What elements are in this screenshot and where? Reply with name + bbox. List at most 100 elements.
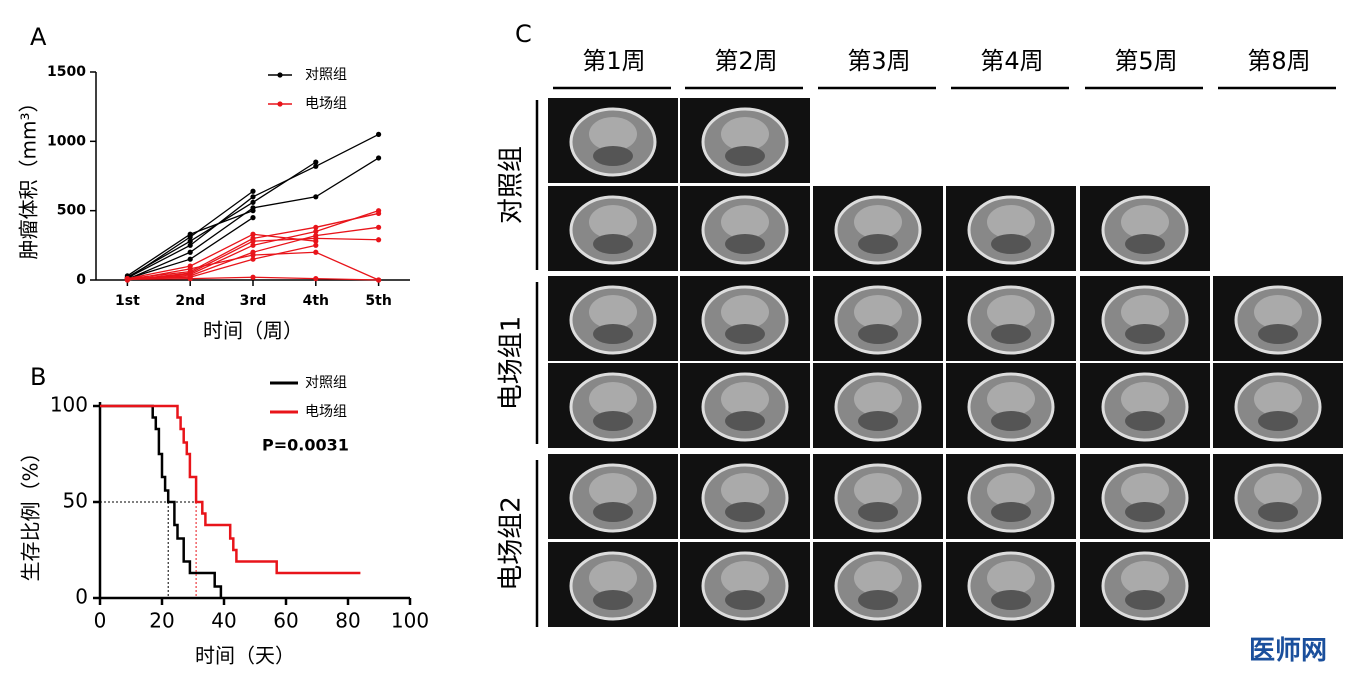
column-header: 第2周 xyxy=(714,47,777,75)
row-group-label: 电场组1 xyxy=(497,316,527,411)
data-point xyxy=(313,228,319,235)
mri-lower xyxy=(725,324,765,344)
mri-brain xyxy=(721,561,769,595)
mri-lower xyxy=(1125,502,1165,522)
data-point xyxy=(376,210,382,217)
x-tick-label: 60 xyxy=(273,609,298,633)
mri-brain xyxy=(721,205,769,239)
data-point xyxy=(187,270,193,276)
mri-lower xyxy=(593,590,633,610)
data-point xyxy=(250,274,256,280)
panel-label: B xyxy=(30,363,46,391)
x-tick-label: 4th xyxy=(303,293,329,309)
x-tick-label: 100 xyxy=(391,609,429,633)
mri-brain xyxy=(987,382,1035,416)
mri-brain xyxy=(854,382,902,416)
mri-brain xyxy=(1121,473,1169,507)
mri-brain xyxy=(1121,382,1169,416)
mri-lower xyxy=(725,146,765,166)
legend-label: 对照组 xyxy=(305,375,347,391)
x-tick-label: 1st xyxy=(115,293,140,309)
data-point xyxy=(250,199,256,205)
mri-lower xyxy=(991,234,1031,254)
mri-brain xyxy=(987,473,1035,507)
mri-lower xyxy=(858,502,898,522)
mri-lower xyxy=(991,590,1031,610)
data-point xyxy=(187,263,193,269)
mri-lower xyxy=(1125,234,1165,254)
mri-brain xyxy=(987,205,1035,239)
legend-label: 电场组 xyxy=(305,96,347,112)
series-line xyxy=(127,244,316,280)
x-axis-label: 时间（天） xyxy=(195,644,295,668)
column-header: 第3周 xyxy=(847,47,910,75)
data-point xyxy=(250,231,256,237)
data-point xyxy=(250,215,256,221)
mri-brain xyxy=(1121,295,1169,329)
y-tick-label: 0 xyxy=(75,585,88,609)
mri-brain xyxy=(589,205,637,239)
mri-brain xyxy=(854,473,902,507)
mri-lower xyxy=(858,590,898,610)
column-header: 第1周 xyxy=(582,47,645,75)
data-point xyxy=(313,249,319,255)
x-tick-label: 2nd xyxy=(175,293,205,309)
mri-brain xyxy=(1254,382,1302,416)
data-point xyxy=(376,131,382,137)
mri-brain xyxy=(721,117,769,151)
mri-brain xyxy=(589,295,637,329)
data-point xyxy=(376,237,382,243)
mri-lower xyxy=(593,234,633,254)
y-axis-label: 肿瘤体积（mm³） xyxy=(17,93,41,260)
y-tick-label: 500 xyxy=(57,203,86,219)
legend-marker xyxy=(277,101,283,107)
mri-brain xyxy=(721,382,769,416)
y-tick-label: 0 xyxy=(76,272,86,288)
column-header: 第4周 xyxy=(980,47,1043,75)
mri-lower xyxy=(858,411,898,431)
x-axis-label: 时间（周） xyxy=(203,319,303,343)
data-point xyxy=(250,194,256,200)
data-point xyxy=(250,238,256,244)
mri-brain xyxy=(987,295,1035,329)
y-tick-label: 1500 xyxy=(47,64,86,80)
mri-brain xyxy=(1121,205,1169,239)
column-header: 第8周 xyxy=(1247,47,1310,75)
mri-lower xyxy=(1258,411,1298,431)
annotation: P=0.0031 xyxy=(262,436,349,455)
mri-brain xyxy=(589,473,637,507)
mri-lower xyxy=(1258,502,1298,522)
series-line xyxy=(127,233,316,280)
data-point xyxy=(187,249,193,255)
mri-brain xyxy=(721,295,769,329)
mri-lower xyxy=(991,324,1031,344)
data-point xyxy=(313,242,319,248)
mri-lower xyxy=(858,324,898,344)
mri-brain xyxy=(854,295,902,329)
data-point xyxy=(250,188,256,194)
panel-label: C xyxy=(515,20,532,48)
data-point xyxy=(187,231,193,237)
data-point xyxy=(187,238,193,244)
mri-brain xyxy=(721,473,769,507)
mri-brain xyxy=(1254,295,1302,329)
mri-brain xyxy=(589,561,637,595)
row-group-label: 对照组 xyxy=(497,146,527,224)
mri-lower xyxy=(725,411,765,431)
column-header: 第5周 xyxy=(1114,47,1177,75)
mri-lower xyxy=(593,411,633,431)
x-tick-label: 3rd xyxy=(240,293,267,309)
mri-lower xyxy=(593,502,633,522)
data-point xyxy=(250,208,256,214)
data-point xyxy=(376,155,382,161)
mri-lower xyxy=(1125,324,1165,344)
mri-lower xyxy=(991,411,1031,431)
x-tick-label: 40 xyxy=(211,609,236,633)
x-tick-label: 20 xyxy=(149,609,174,633)
mri-lower xyxy=(1125,590,1165,610)
mri-brain xyxy=(1254,473,1302,507)
y-tick-label: 50 xyxy=(63,489,88,513)
data-point xyxy=(313,238,319,244)
survival-curve xyxy=(100,404,223,598)
